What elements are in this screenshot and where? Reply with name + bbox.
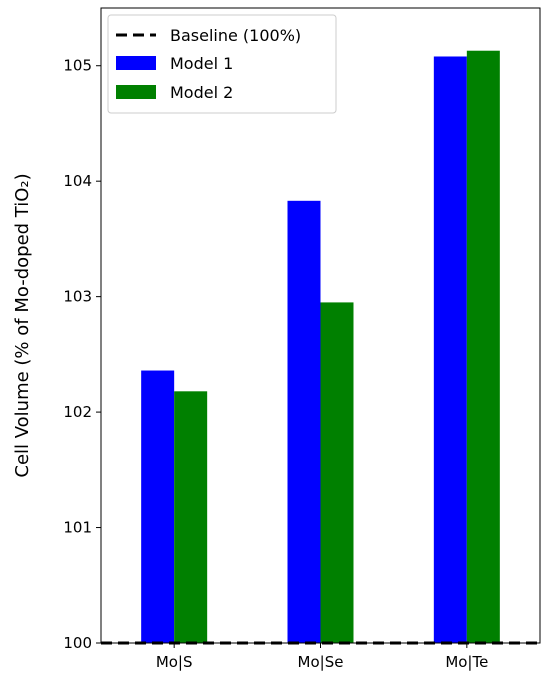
y-tick-label: 101 [63, 519, 92, 537]
legend-model2-swatch [116, 85, 156, 99]
y-tick-label: 100 [63, 634, 92, 652]
bar-model-1-mo-se [287, 200, 321, 644]
legend-box [107, 14, 337, 114]
legend: Baseline (100%) Model 1 Model 2 [107, 14, 337, 114]
y-tick-label: 103 [63, 288, 92, 306]
bar-model-2-mo-te [466, 50, 500, 643]
legend-baseline-label: Baseline (100%) [170, 26, 301, 45]
bar-model-2-mo-se [320, 302, 354, 643]
bar-model-2-mo-s [174, 391, 208, 643]
legend-model1-label: Model 1 [170, 54, 233, 73]
x-tick-label: Mo|Se [298, 653, 344, 671]
y-tick-label: 102 [63, 403, 92, 421]
x-tick-label: Mo|Te [445, 653, 488, 671]
legend-model1-swatch [116, 56, 156, 70]
legend-model2-label: Model 2 [170, 83, 233, 102]
x-axis-ticks: Mo|S Mo|Se Mo|Te [156, 643, 488, 671]
bar-model-1-mo-s [141, 370, 175, 643]
x-tick-label: Mo|S [156, 653, 193, 671]
y-axis-label: Cell Volume (% of Mo-doped TiO₂) [12, 173, 33, 477]
y-tick-label: 105 [63, 57, 92, 75]
bar-model-1-mo-te [433, 56, 467, 644]
y-axis-ticks: 100 101 102 103 104 105 [63, 57, 101, 652]
y-tick-label: 104 [63, 172, 92, 190]
bars-layer [141, 50, 500, 644]
